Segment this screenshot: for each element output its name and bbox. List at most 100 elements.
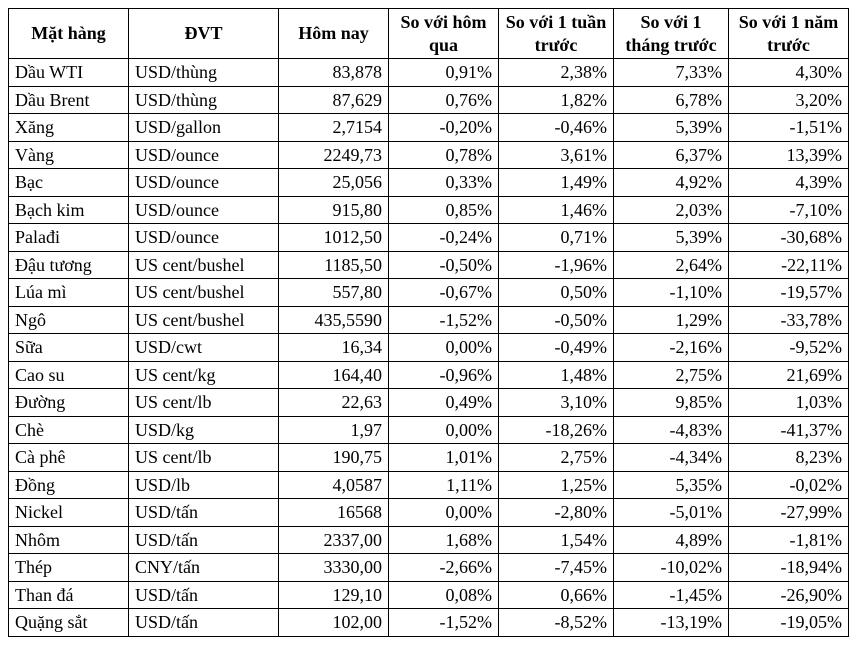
cell-y1: 4,30% (729, 59, 849, 87)
table-header: Mặt hàng ĐVT Hôm nay So với hôm qua So v… (9, 9, 849, 59)
cell-y1: -33,78% (729, 306, 849, 334)
cell-today: 557,80 (279, 279, 389, 307)
cell-name: Quặng sắt (9, 609, 129, 637)
cell-unit: USD/gallon (129, 114, 279, 142)
col-header-y1: So với 1 năm trước (729, 9, 849, 59)
cell-d1: 0,49% (389, 389, 499, 417)
cell-unit: US cent/bushel (129, 251, 279, 279)
cell-w1: 1,48% (499, 361, 614, 389)
table-row: Bạch kimUSD/ounce915,800,85%1,46%2,03%-7… (9, 196, 849, 224)
cell-w1: 1,25% (499, 471, 614, 499)
cell-m1: 9,85% (614, 389, 729, 417)
cell-today: 83,878 (279, 59, 389, 87)
cell-d1: 0,00% (389, 334, 499, 362)
cell-unit: USD/thùng (129, 86, 279, 114)
cell-d1: -0,24% (389, 224, 499, 252)
cell-unit: US cent/bushel (129, 279, 279, 307)
cell-today: 164,40 (279, 361, 389, 389)
table-row: Cà phêUS cent/lb190,751,01%2,75%-4,34%8,… (9, 444, 849, 472)
cell-m1: 6,37% (614, 141, 729, 169)
cell-w1: 1,54% (499, 526, 614, 554)
cell-m1: 4,92% (614, 169, 729, 197)
cell-d1: 1,68% (389, 526, 499, 554)
cell-name: Bạc (9, 169, 129, 197)
cell-name: Dầu Brent (9, 86, 129, 114)
cell-d1: 1,11% (389, 471, 499, 499)
cell-today: 129,10 (279, 581, 389, 609)
table-row: XăngUSD/gallon2,7154-0,20%-0,46%5,39%-1,… (9, 114, 849, 142)
cell-w1: -0,50% (499, 306, 614, 334)
cell-today: 1012,50 (279, 224, 389, 252)
cell-d1: -0,96% (389, 361, 499, 389)
table-row: Dầu BrentUSD/thùng87,6290,76%1,82%6,78%3… (9, 86, 849, 114)
cell-m1: 1,29% (614, 306, 729, 334)
cell-y1: -41,37% (729, 416, 849, 444)
cell-m1: 7,33% (614, 59, 729, 87)
table-row: Quặng sắtUSD/tấn102,00-1,52%-8,52%-13,19… (9, 609, 849, 637)
table-row: VàngUSD/ounce2249,730,78%3,61%6,37%13,39… (9, 141, 849, 169)
cell-w1: -0,49% (499, 334, 614, 362)
cell-unit: CNY/tấn (129, 554, 279, 582)
cell-m1: 4,89% (614, 526, 729, 554)
table-row: ChèUSD/kg1,970,00%-18,26%-4,83%-41,37% (9, 416, 849, 444)
cell-y1: -22,11% (729, 251, 849, 279)
cell-m1: 5,39% (614, 224, 729, 252)
cell-y1: -1,51% (729, 114, 849, 142)
table-row: SữaUSD/cwt16,340,00%-0,49%-2,16%-9,52% (9, 334, 849, 362)
cell-m1: 2,64% (614, 251, 729, 279)
cell-m1: -1,10% (614, 279, 729, 307)
cell-w1: -0,46% (499, 114, 614, 142)
cell-y1: -26,90% (729, 581, 849, 609)
cell-unit: USD/cwt (129, 334, 279, 362)
cell-y1: -19,57% (729, 279, 849, 307)
cell-unit: USD/tấn (129, 609, 279, 637)
cell-today: 2249,73 (279, 141, 389, 169)
cell-w1: 0,71% (499, 224, 614, 252)
cell-y1: -0,02% (729, 471, 849, 499)
cell-today: 16568 (279, 499, 389, 527)
cell-w1: -1,96% (499, 251, 614, 279)
cell-today: 22,63 (279, 389, 389, 417)
cell-name: Cà phê (9, 444, 129, 472)
cell-m1: 2,03% (614, 196, 729, 224)
cell-today: 2,7154 (279, 114, 389, 142)
table-row: Cao suUS cent/kg164,40-0,96%1,48%2,75%21… (9, 361, 849, 389)
cell-unit: USD/ounce (129, 141, 279, 169)
cell-w1: 1,46% (499, 196, 614, 224)
cell-d1: -2,66% (389, 554, 499, 582)
cell-d1: -1,52% (389, 306, 499, 334)
cell-w1: -7,45% (499, 554, 614, 582)
table-row: PalađiUSD/ounce1012,50-0,24%0,71%5,39%-3… (9, 224, 849, 252)
col-header-m1: So với 1 tháng trước (614, 9, 729, 59)
cell-unit: USD/tấn (129, 499, 279, 527)
cell-y1: 1,03% (729, 389, 849, 417)
col-header-today: Hôm nay (279, 9, 389, 59)
cell-today: 87,629 (279, 86, 389, 114)
cell-m1: -1,45% (614, 581, 729, 609)
cell-m1: 5,35% (614, 471, 729, 499)
cell-unit: USD/ounce (129, 224, 279, 252)
cell-unit: US cent/bushel (129, 306, 279, 334)
table-row: ĐườngUS cent/lb22,630,49%3,10%9,85%1,03% (9, 389, 849, 417)
cell-d1: -0,50% (389, 251, 499, 279)
cell-y1: 8,23% (729, 444, 849, 472)
cell-unit: USD/tấn (129, 526, 279, 554)
cell-d1: 1,01% (389, 444, 499, 472)
cell-w1: 0,50% (499, 279, 614, 307)
commodity-price-table: Mặt hàng ĐVT Hôm nay So với hôm qua So v… (8, 8, 849, 637)
cell-d1: 0,85% (389, 196, 499, 224)
cell-d1: 0,76% (389, 86, 499, 114)
cell-today: 2337,00 (279, 526, 389, 554)
cell-w1: 3,61% (499, 141, 614, 169)
cell-today: 16,34 (279, 334, 389, 362)
cell-unit: US cent/kg (129, 361, 279, 389)
cell-y1: -18,94% (729, 554, 849, 582)
cell-w1: 1,49% (499, 169, 614, 197)
cell-w1: -8,52% (499, 609, 614, 637)
cell-y1: -19,05% (729, 609, 849, 637)
cell-name: Thép (9, 554, 129, 582)
col-header-d1: So với hôm qua (389, 9, 499, 59)
cell-d1: 0,00% (389, 416, 499, 444)
table-row: BạcUSD/ounce25,0560,33%1,49%4,92%4,39% (9, 169, 849, 197)
cell-w1: 1,82% (499, 86, 614, 114)
